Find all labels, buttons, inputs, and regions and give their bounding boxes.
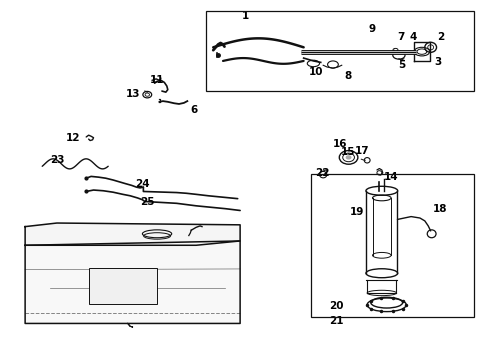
Text: 14: 14 bbox=[384, 172, 399, 182]
Text: 23: 23 bbox=[49, 155, 64, 165]
Text: 24: 24 bbox=[135, 179, 150, 189]
Text: 18: 18 bbox=[433, 204, 448, 214]
Text: 21: 21 bbox=[330, 316, 344, 325]
Text: 2: 2 bbox=[437, 32, 444, 41]
Text: 17: 17 bbox=[355, 146, 369, 156]
Text: 13: 13 bbox=[125, 89, 140, 99]
Text: 9: 9 bbox=[368, 24, 376, 35]
Text: 6: 6 bbox=[190, 105, 197, 115]
Text: 12: 12 bbox=[66, 133, 80, 143]
Bar bbox=[311, 174, 474, 317]
Text: 4: 4 bbox=[410, 32, 417, 41]
Text: 10: 10 bbox=[309, 67, 323, 77]
Text: 22: 22 bbox=[315, 168, 329, 178]
Text: 25: 25 bbox=[140, 197, 154, 207]
Text: 1: 1 bbox=[242, 11, 248, 21]
Ellipse shape bbox=[144, 233, 171, 239]
Text: 16: 16 bbox=[333, 139, 347, 149]
Text: 11: 11 bbox=[150, 75, 164, 85]
Text: 8: 8 bbox=[344, 71, 351, 81]
Text: 7: 7 bbox=[398, 32, 405, 41]
Polygon shape bbox=[25, 223, 240, 245]
Text: 3: 3 bbox=[434, 57, 441, 67]
Text: 5: 5 bbox=[398, 60, 405, 70]
Bar bbox=[206, 12, 474, 91]
Text: 15: 15 bbox=[341, 147, 355, 157]
Bar bbox=[89, 268, 157, 304]
Text: 20: 20 bbox=[330, 301, 344, 311]
Ellipse shape bbox=[345, 155, 351, 159]
Polygon shape bbox=[25, 241, 240, 323]
Text: 19: 19 bbox=[350, 207, 365, 217]
